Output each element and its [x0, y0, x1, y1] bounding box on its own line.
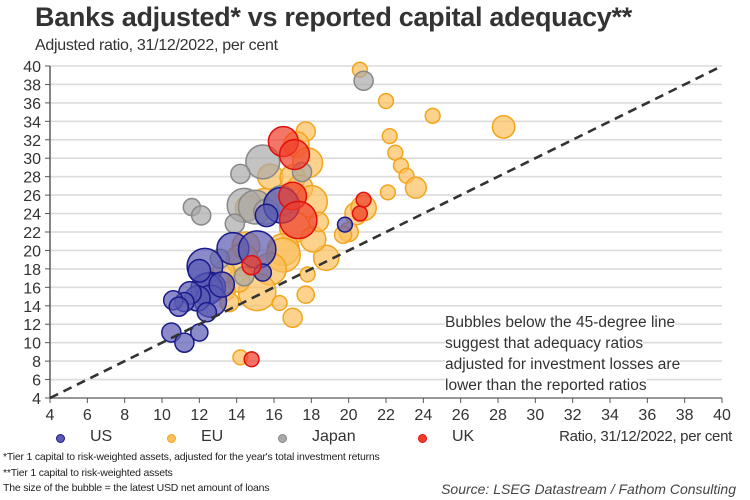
- x-tick-label: 10: [153, 407, 171, 424]
- legend-label: EU: [201, 428, 224, 445]
- y-tick-label: 32: [23, 133, 41, 150]
- bubble-eu: [377, 92, 395, 110]
- x-tick-label: 12: [190, 407, 208, 424]
- x-tick-label: 22: [377, 407, 395, 424]
- uk-marker-icon: [418, 434, 427, 443]
- bubble-uk: [355, 191, 372, 208]
- y-tick-label: 4: [32, 391, 41, 408]
- y-tick-label: 34: [23, 114, 41, 131]
- bubble-eu: [381, 127, 398, 145]
- annotation: Bubbles below the 45-degree line suggest…: [445, 312, 681, 396]
- us-marker-icon: [56, 434, 65, 443]
- footnote-1: *Tier 1 capital to risk-weighted assets,…: [3, 451, 380, 463]
- annotation-line: Bubbles below the 45-degree line: [445, 312, 676, 333]
- bubble-uk: [243, 351, 260, 368]
- footnote-2: **Tier 1 capital to risk-weighted assets: [3, 467, 173, 479]
- x-tick-label: 16: [265, 407, 283, 424]
- annotation-line: adjusted for investment losses are: [445, 354, 681, 375]
- bubble-us: [190, 323, 209, 342]
- bubble-us: [168, 296, 190, 318]
- x-tick-label: 28: [489, 407, 507, 424]
- y-tick-label: 10: [23, 336, 41, 353]
- footnote-3: The size of the bubble = the latest USD …: [3, 482, 270, 494]
- y-tick-label: 40: [23, 59, 41, 76]
- y-tick-label: 8: [32, 354, 41, 371]
- y-tick-label: 6: [32, 373, 41, 390]
- x-axis-label: Ratio, 31/12/2022, per cent: [559, 428, 732, 445]
- chart-subtitle: Adjusted ratio, 31/12/2022, per cent: [35, 37, 278, 54]
- gridlines: [50, 65, 722, 381]
- y-tick-label: 28: [23, 170, 41, 187]
- x-tick-label: 8: [120, 407, 129, 424]
- y-tick-label: 16: [23, 280, 41, 297]
- bubble-japan: [353, 70, 374, 92]
- bubble-eu: [296, 285, 316, 305]
- bubble-japan: [245, 144, 281, 180]
- bubble-eu: [282, 307, 303, 329]
- y-tick-label: 36: [23, 96, 41, 113]
- x-tick-label: 6: [83, 407, 92, 424]
- x-tick-label: 34: [601, 407, 619, 424]
- bubble-us: [336, 216, 354, 233]
- y-tick-label: 18: [23, 262, 41, 279]
- y-tick-label: 26: [23, 188, 41, 205]
- bubble-us: [174, 332, 195, 353]
- x-tick-label: 24: [414, 407, 432, 424]
- bubble-uk: [241, 254, 262, 276]
- legend-label: Japan: [312, 428, 356, 445]
- bubble-eu: [404, 176, 428, 199]
- bubble-us: [208, 271, 236, 298]
- x-tick-label: 32: [564, 407, 582, 424]
- legend-label: US: [90, 428, 113, 445]
- 45-degree-line: [49, 64, 723, 400]
- x-tick-label: 36: [638, 407, 656, 424]
- y-tick-label: 30: [23, 151, 41, 168]
- bubble-japan: [230, 163, 251, 185]
- y-tick-label: 20: [23, 243, 41, 260]
- y-tick-label: 38: [23, 77, 41, 94]
- x-tick-label: 38: [676, 407, 694, 424]
- x-tick-label: 18: [302, 407, 320, 424]
- bubble-uk: [278, 138, 311, 171]
- y-tick-label: 12: [23, 317, 41, 334]
- chart-title: Banks adjusted* vs reported capital adeq…: [35, 2, 632, 32]
- bubble-eu: [424, 107, 441, 124]
- bubble-uk: [351, 205, 369, 222]
- bubbles: [161, 61, 516, 368]
- eu-marker-icon: [167, 434, 176, 443]
- bubble-us: [254, 203, 279, 228]
- y-tick-label: 24: [23, 207, 41, 224]
- bubble-japan: [224, 213, 246, 235]
- x-tick-label: 14: [228, 407, 246, 424]
- source-note: Source: LSEG Datastream / Fathom Consult…: [441, 481, 736, 497]
- x-tick-label: 26: [452, 407, 470, 424]
- legend-label: UK: [452, 428, 475, 445]
- x-tick-label: 40: [713, 407, 731, 424]
- x-tick-label: 20: [340, 407, 358, 424]
- bubble-uk: [278, 200, 318, 240]
- annotation-line: suggest that adequacy ratios: [445, 333, 644, 354]
- bubble-eu: [491, 114, 516, 139]
- bubble-us: [196, 301, 218, 323]
- y-tick-label: 22: [23, 225, 41, 242]
- japan-marker-icon: [278, 434, 287, 443]
- bubble-eu: [299, 266, 316, 283]
- bubble-eu: [271, 294, 288, 312]
- y-tick-label: 14: [23, 299, 41, 316]
- bubble-japan: [190, 205, 212, 226]
- x-tick-label: 30: [526, 407, 544, 424]
- bubble-eu: [379, 184, 397, 201]
- annotation-line: lower than the reported ratios: [445, 375, 647, 396]
- bubble-us: [187, 258, 212, 283]
- x-tick-label: 4: [46, 407, 55, 424]
